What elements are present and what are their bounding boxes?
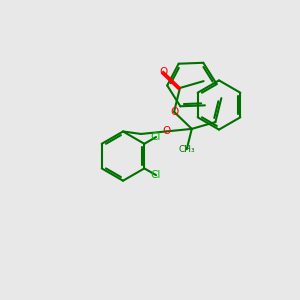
- Text: Cl: Cl: [151, 132, 161, 142]
- Text: O: O: [159, 67, 167, 77]
- Text: O: O: [170, 107, 178, 117]
- Text: O: O: [162, 126, 170, 136]
- Text: Cl: Cl: [151, 170, 161, 180]
- Text: CH₃: CH₃: [178, 145, 195, 154]
